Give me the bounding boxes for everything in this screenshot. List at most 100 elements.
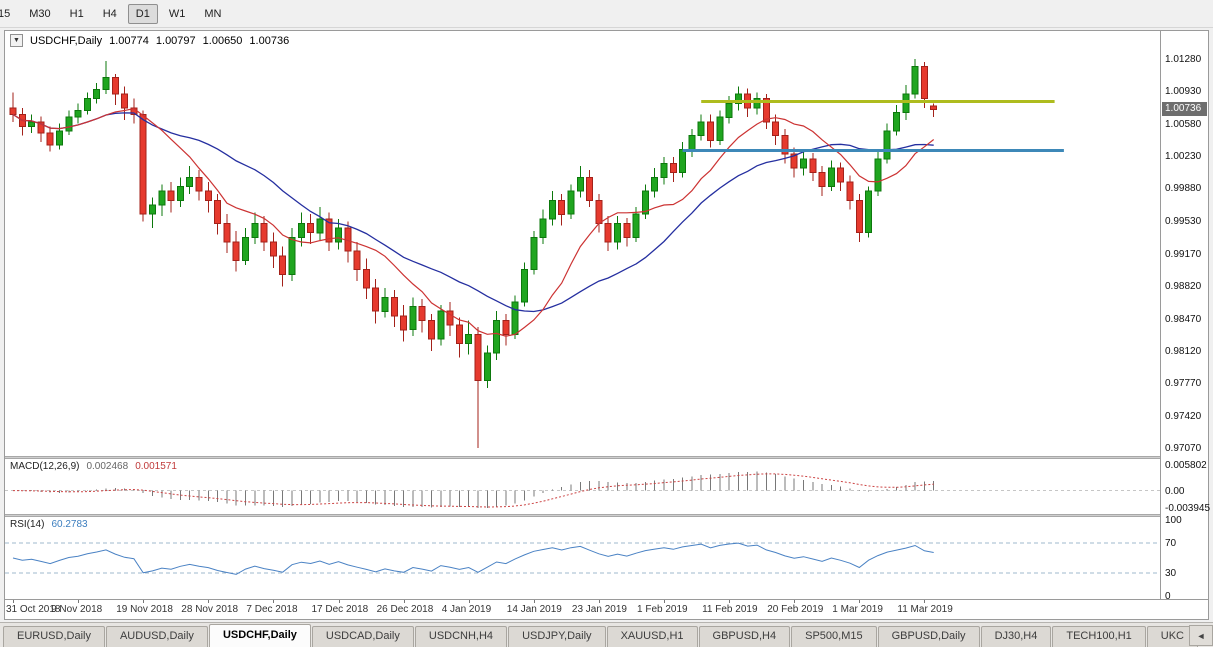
chart-tab[interactable]: USDCNH,H4 — [414, 626, 508, 647]
rsi-tick-label: 30 — [1165, 568, 1177, 580]
date-label: 20 Feb 2019 — [767, 604, 824, 615]
macd-tick-label: 0.005802 — [1165, 460, 1207, 471]
price-tick-label: 0.98820 — [1165, 281, 1202, 293]
date-tick — [208, 600, 210, 603]
timeframe-button-h1[interactable]: H1 — [69, 7, 84, 20]
price-tick-label: 0.98470 — [1165, 313, 1202, 325]
chart-collapse-icon[interactable]: ▼ — [10, 34, 23, 47]
chart-tab[interactable]: USDJPY,Daily — [508, 626, 606, 647]
date-label: 19 Nov 2018 — [116, 604, 173, 615]
date-tick — [924, 600, 926, 603]
date-tick — [729, 600, 731, 603]
date-tick — [143, 600, 145, 603]
date-label: 17 Dec 2018 — [311, 604, 369, 615]
date-label: 31 Oct 2018 — [6, 604, 61, 615]
rsi-canvas[interactable] — [5, 517, 1160, 599]
date-label: 9 Nov 2018 — [51, 604, 103, 615]
date-tick — [13, 600, 14, 603]
chart-header: ▼ USDCHF,Daily 1.00774 1.00797 1.00650 1… — [10, 34, 289, 47]
chart-tab[interactable]: USDCAD,Daily — [311, 626, 414, 647]
chart-tab[interactable]: XAUUSD,H1 — [606, 626, 698, 647]
timeframe-button-m30[interactable]: M30 — [29, 7, 51, 20]
date-label: 11 Mar 2019 — [897, 604, 953, 615]
macd-tick-label: -0.003945 — [1165, 503, 1211, 514]
timeframe-button-h4[interactable]: H4 — [102, 7, 117, 20]
date-tick — [533, 600, 535, 603]
date-tick — [664, 600, 665, 603]
date-tick — [859, 600, 861, 603]
timeframe-button-d1[interactable]: D1 — [127, 3, 158, 24]
date-tick — [468, 600, 470, 603]
rsi-label: RSI(14) 60.2783 — [10, 519, 88, 530]
date-tick — [794, 600, 796, 603]
date-label: 1 Feb 2019 — [637, 604, 688, 615]
chart-tab[interactable]: SP500,M15 — [791, 626, 877, 647]
date-label: 28 Nov 2018 — [181, 604, 239, 615]
main-chart-canvas[interactable] — [5, 31, 1160, 456]
date-tick — [78, 600, 80, 603]
chart-tab[interactable]: TECH100,H1 — [1052, 626, 1146, 647]
chart-tab[interactable]: DJ30,H4 — [980, 626, 1052, 647]
timeframe-toolbar: 15 M30 H1 H4 D1 W1 MN — [0, 0, 1213, 28]
price-tick-label: 1.01280 — [1165, 54, 1202, 65]
price-axis: 1.01280 1.00930 1.00580 1.00230 0.99880 0.995… — [1160, 31, 1211, 602]
price-tick-label: 0.99170 — [1165, 249, 1202, 260]
main-chart-panel[interactable]: ▼ USDCHF,Daily 1.00774 1.00797 1.00650 1… — [5, 31, 1160, 456]
price-tick-label: 0.99530 — [1165, 215, 1202, 227]
ohlc-high: 1.00797 — [155, 34, 196, 47]
date-label: 23 Jan 2019 — [571, 604, 627, 615]
macd-panel[interactable]: MACD(12,26,9) 0.002468 0.001571 — [5, 459, 1160, 514]
date-label: 14 Jan 2019 — [506, 604, 562, 615]
macd-label: MACD(12,26,9) 0.002468 0.001571 — [10, 461, 177, 472]
date-label: 7 Dec 2018 — [246, 604, 298, 615]
macd-name: MACD(12,26,9) — [10, 461, 80, 472]
ohlc-open: 1.00774 — [109, 34, 149, 47]
timeframe-button-mn[interactable]: MN — [204, 7, 222, 20]
price-tick-label: 1.00580 — [1165, 118, 1202, 130]
rsi-tick-label: 0 — [1165, 591, 1171, 602]
chart-tab[interactable]: EURUSD,Daily — [3, 626, 105, 647]
macd-canvas[interactable] — [5, 459, 1160, 514]
rsi-tick-label: 100 — [1165, 515, 1182, 526]
price-tick-label: 0.97770 — [1165, 378, 1202, 390]
tabs-scroll-left-button[interactable]: ◄ — [1189, 625, 1213, 646]
date-tick — [598, 600, 600, 603]
chart-tab[interactable]: UKC — [1146, 626, 1199, 647]
timeframe-button-w1[interactable]: W1 — [168, 7, 186, 20]
ohlc-low: 1.00650 — [202, 34, 243, 47]
chart-tabs: ◄ EURUSD,Daily AUDUSD,Daily USDCHF,Daily US… — [0, 622, 1213, 647]
chart-window: ▼ USDCHF,Daily 1.00774 1.00797 1.00650 1… — [4, 30, 1211, 620]
price-tick-label: 0.97070 — [1165, 443, 1202, 454]
date-label: 26 Dec 2018 — [376, 604, 434, 615]
chart-tab[interactable]: GBPUSD,H4 — [698, 626, 791, 647]
price-tick-label: 0.97420 — [1165, 410, 1202, 422]
rsi-name: RSI(14) — [10, 519, 45, 530]
timeframe-button-15[interactable]: 15 — [0, 7, 11, 20]
price-tick-label: 1.00230 — [1165, 151, 1202, 162]
price-tick-label: 1.00930 — [1165, 86, 1202, 98]
rsi-panel[interactable]: RSI(14) 60.2783 — [5, 517, 1160, 599]
chart-tab[interactable]: GBPUSD,Daily — [877, 626, 980, 647]
rsi-value: 60.2783 — [51, 519, 88, 530]
panel-splitter[interactable] — [5, 456, 1208, 459]
chart-tab[interactable]: AUDUSD,Daily — [105, 626, 208, 647]
date-label: 1 Mar 2019 — [832, 604, 883, 615]
current-price-badge: 1.00736 — [1162, 102, 1207, 117]
date-tick — [338, 600, 340, 603]
date-label: 4 Jan 2019 — [441, 604, 492, 615]
date-axis: 31 Oct 2018 9 Nov 2018 19 Nov 2018 28 Nov 2… — [5, 599, 1208, 619]
macd-value-signal: 0.001571 — [135, 461, 177, 472]
date-tick — [403, 600, 405, 603]
panel-splitter[interactable] — [5, 514, 1208, 517]
price-tick-label: 0.98120 — [1165, 346, 1202, 357]
macd-tick-label: 0.00 — [1165, 485, 1185, 497]
macd-value-main: 0.002468 — [86, 461, 129, 472]
rsi-tick-label: 70 — [1165, 537, 1177, 549]
chart-tab[interactable]: USDCHF,Daily — [208, 624, 311, 647]
date-label: 11 Feb 2019 — [702, 604, 758, 615]
price-tick-label: 0.99880 — [1165, 183, 1202, 195]
date-tick — [273, 600, 275, 603]
chart-symbol-label: USDCHF,Daily — [30, 34, 103, 47]
ohlc-close: 1.00736 — [249, 34, 290, 47]
